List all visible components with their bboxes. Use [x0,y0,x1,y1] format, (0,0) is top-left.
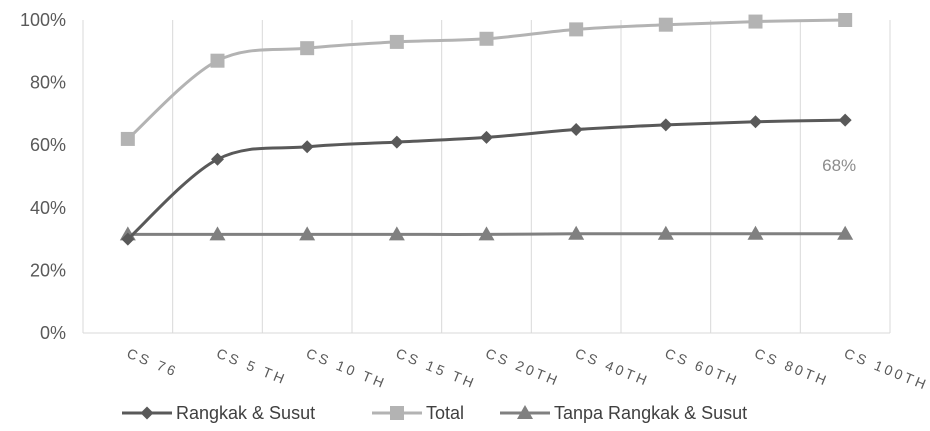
legend-marker [390,406,404,420]
data-point [390,135,404,149]
data-point [210,53,225,68]
data-point [480,130,493,144]
legend-item: Total [372,403,464,423]
data-point [838,13,853,27]
data-point [568,225,585,240]
series-1 [120,13,853,146]
y-tick-label: 60% [30,135,66,155]
legend-marker [140,406,154,420]
legend-label: Tanpa Rangkak & Susut [554,403,747,423]
data-point [211,152,224,166]
series-group [119,13,854,246]
x-tick-label: CS 80TH [752,345,831,389]
series-2 [119,225,854,241]
annotations: 68% [822,156,856,175]
x-tick-label: CS 10 TH [304,345,389,392]
data-point [478,226,495,241]
legend-item: Rangkak & Susut [122,403,315,423]
data-point [657,225,674,240]
data-point [479,31,494,46]
legend-marker [517,405,533,419]
y-tick-label: 20% [30,260,66,280]
data-point [658,17,673,32]
y-tick-label: 80% [30,73,66,93]
data-point [747,225,764,240]
x-tick-label: CS 20TH [483,345,562,389]
legend-label: Rangkak & Susut [176,403,315,423]
data-point [388,226,405,241]
x-tick-label: CS 60TH [663,345,742,389]
y-tick-label: 0% [40,323,66,343]
data-point [659,118,673,132]
data-point [569,123,583,137]
data-point [300,140,314,154]
x-tick-label: CS 76 [125,345,181,380]
y-axis: 0% 20% 40% 60% 80% 100% [20,10,66,343]
x-tick-label: CS 40TH [573,345,652,389]
x-tick-label: CS 5 TH [214,345,289,388]
legend: Rangkak & Susut Total Tanpa Rangkak & Susu… [122,403,747,423]
data-label: 68% [822,156,856,175]
x-tick-label: CS 15 TH [394,345,479,392]
x-axis: CS 76 CS 5 TH CS 10 TH CS 15 TH CS 20TH CS 40… [83,332,930,393]
x-tick-label: CS 100TH [842,345,930,393]
data-point [749,115,762,129]
data-point [121,232,135,246]
data-point [748,14,763,29]
y-tick-label: 40% [30,198,66,218]
data-point [300,41,315,56]
data-point [120,131,135,146]
legend-label: Total [426,403,464,423]
data-point [299,226,316,241]
legend-item: Tanpa Rangkak & Susut [500,403,747,423]
data-point [209,226,226,241]
data-point [837,225,854,240]
grid-lines [82,20,891,333]
series-0 [121,113,852,246]
data-point [389,34,404,49]
data-point [569,22,584,37]
data-point [838,113,852,127]
y-tick-label: 100% [20,10,66,30]
